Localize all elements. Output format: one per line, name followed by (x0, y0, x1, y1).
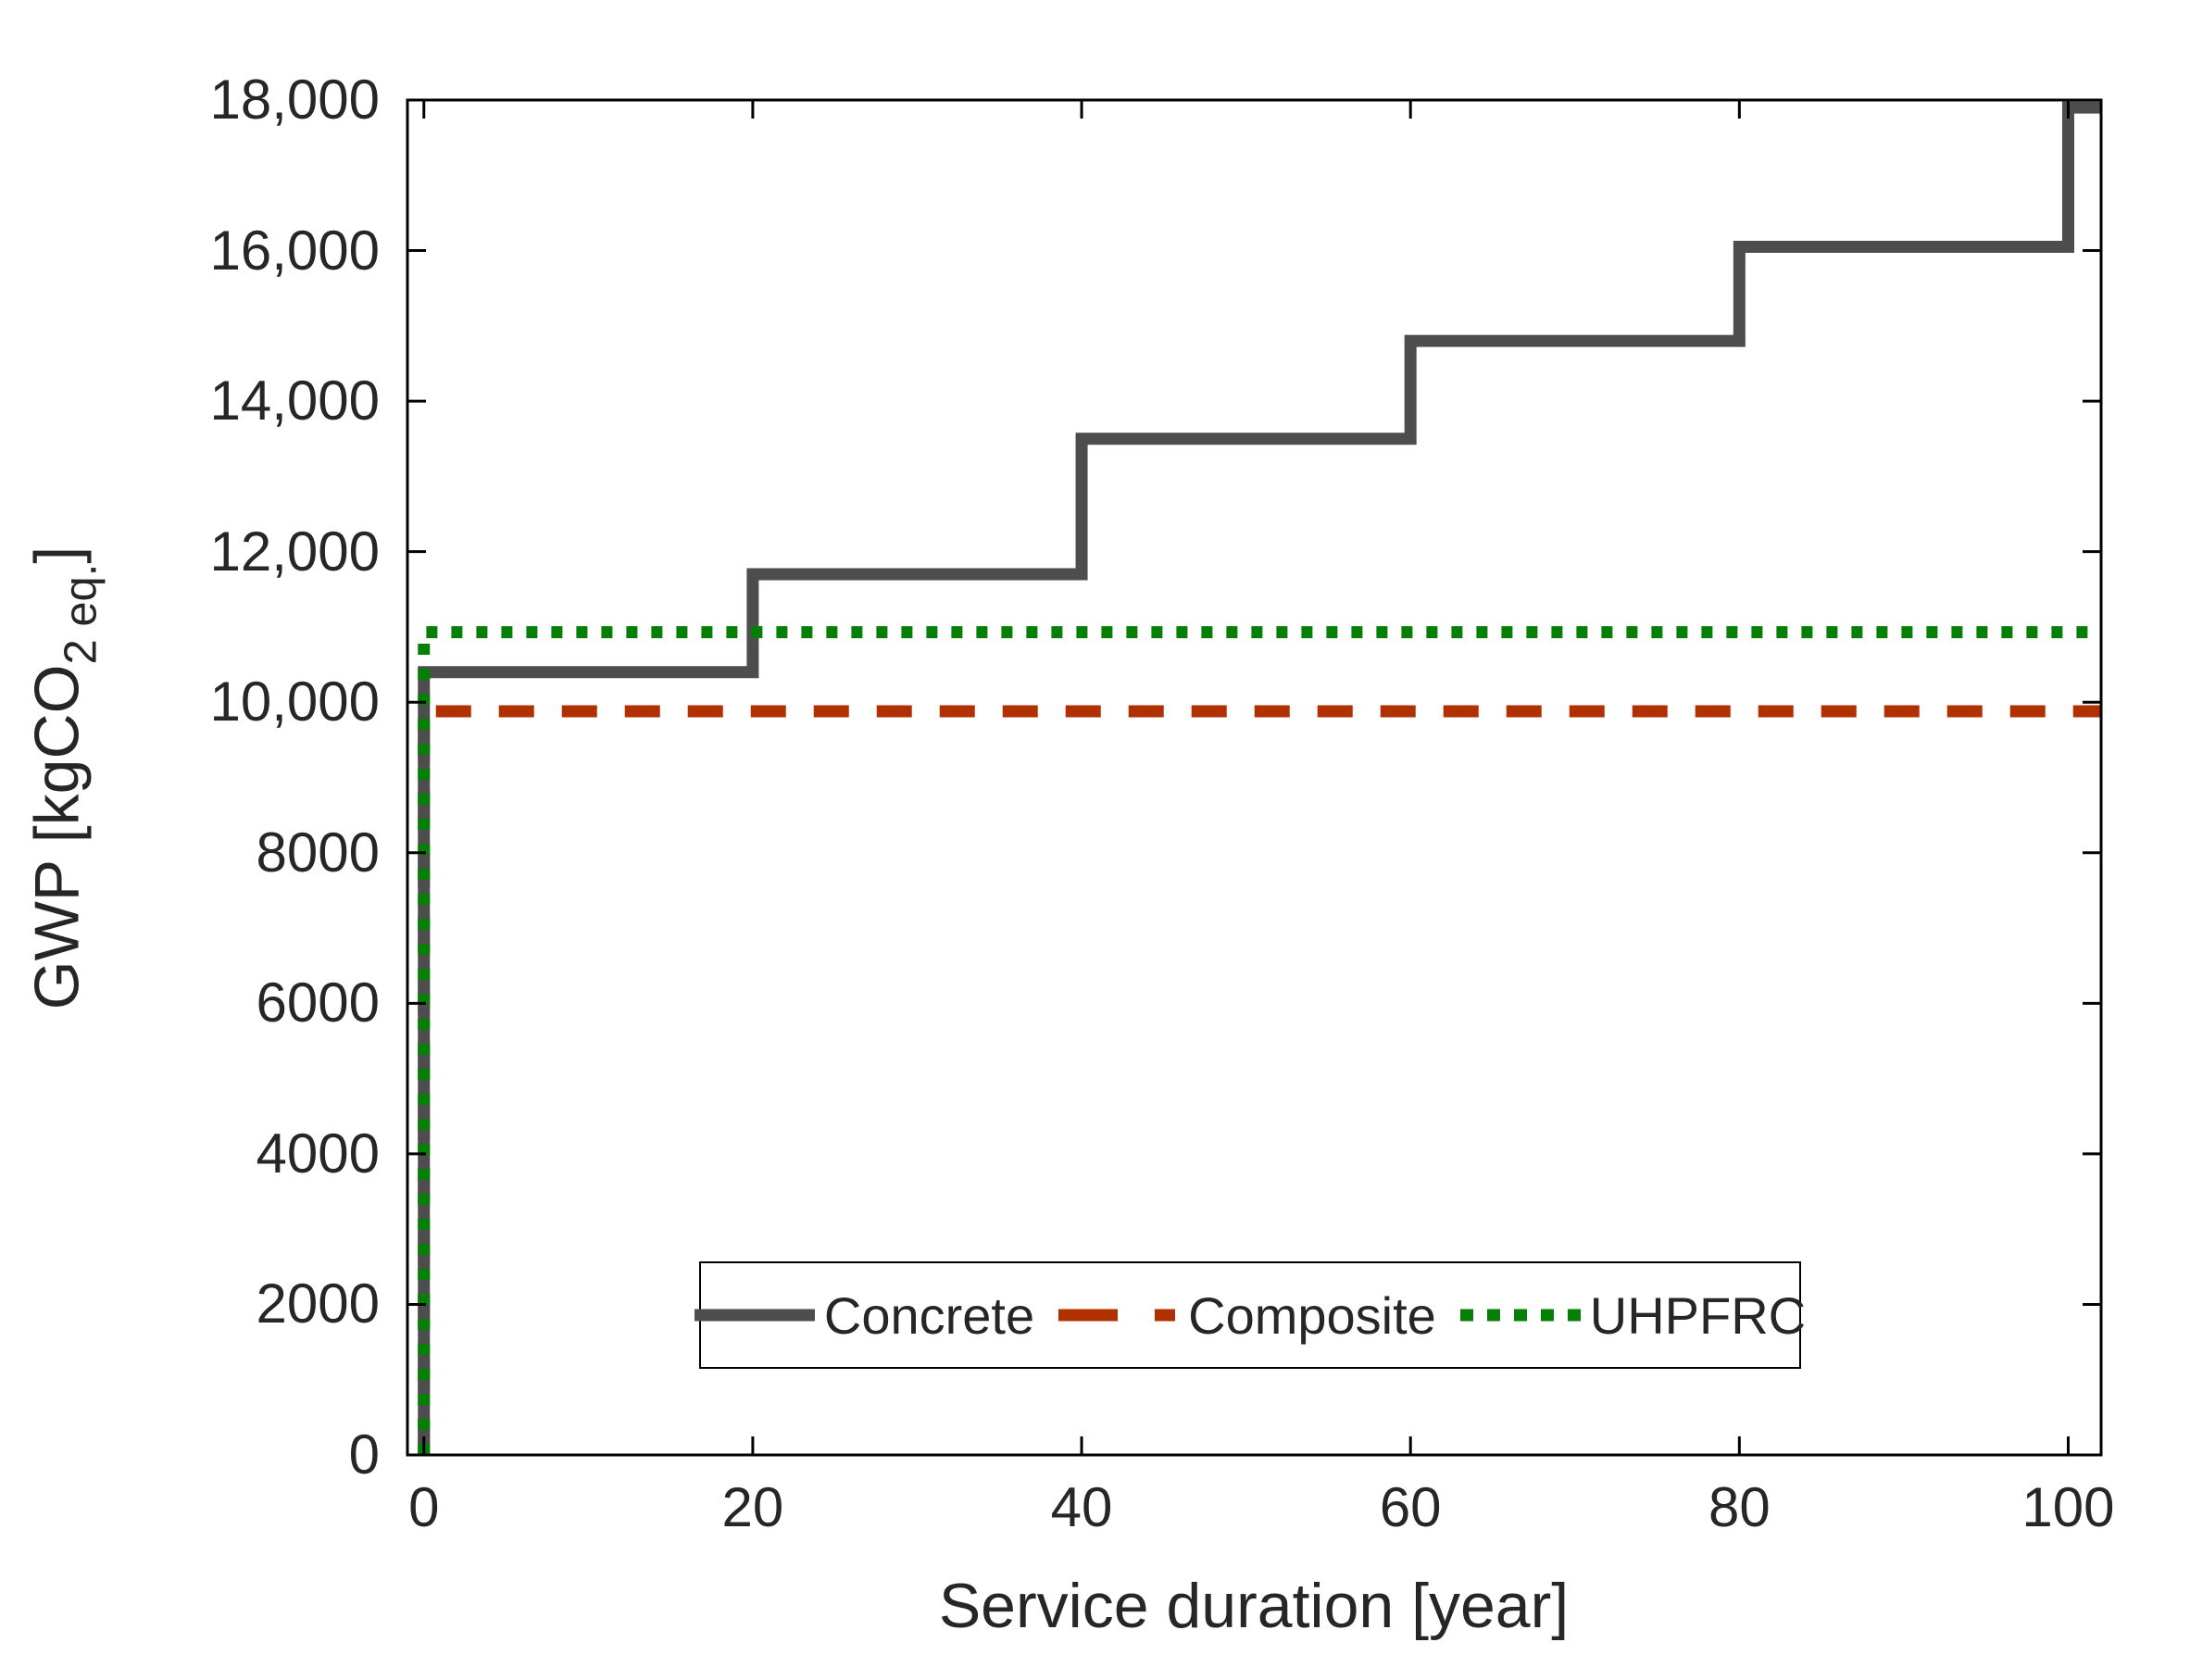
legend-item-composite: Composite (1058, 1285, 1436, 1346)
x-axis-title: Service duration [year] (938, 1571, 1570, 1641)
y-tick-label-16000: 16,000 (209, 219, 380, 282)
y-tick-label-10000: 10,000 (209, 671, 380, 733)
y-axis-title-subscript: 2 eq. (56, 563, 106, 665)
legend-label-concrete: Concrete (823, 1285, 1035, 1345)
y-tick-label-18000: 18,000 (209, 69, 380, 131)
y-tick-label-14000: 14,000 (209, 370, 380, 433)
y-axis-title-main: GWP [kgCO (21, 664, 93, 1010)
series-line-concrete (418, 101, 2101, 1455)
y-tick-label-12000: 12,000 (209, 520, 380, 583)
x-tick-label-60: 60 (1379, 1476, 1442, 1538)
y-tick-label-6000: 6000 (256, 972, 380, 1034)
y-axis-title: GWP [kgCO2 eq.] (22, 546, 106, 1010)
legend-label-uhpfrc: UHPFRC (1589, 1285, 1807, 1345)
x-tick-label-20: 20 (721, 1476, 784, 1538)
y-tick-label-2000: 2000 (256, 1273, 380, 1335)
y-tick-label-8000: 8000 (256, 821, 380, 884)
composite-line-swatch (1058, 1309, 1180, 1322)
y-tick-label-4000: 4000 (256, 1122, 380, 1185)
legend: Concrete Composite UHPFRC (694, 1261, 1806, 1369)
plot-border (406, 98, 2103, 1457)
x-tick-label-40: 40 (1050, 1476, 1113, 1538)
legend-label-composite: Composite (1188, 1285, 1436, 1345)
x-tick-label-100: 100 (2021, 1476, 2115, 1538)
x-tick-label-80: 80 (1708, 1476, 1771, 1538)
y-axis-title-close: ] (21, 545, 93, 564)
x-tick-label-0: 0 (408, 1476, 440, 1538)
legend-item-concrete: Concrete (694, 1285, 1035, 1346)
y-tick-label-0: 0 (348, 1423, 380, 1486)
legend-item-uhpfrc: UHPFRC (1459, 1285, 1807, 1346)
uhpfrc-line-swatch (1459, 1309, 1581, 1322)
concrete-line-swatch (694, 1309, 815, 1322)
